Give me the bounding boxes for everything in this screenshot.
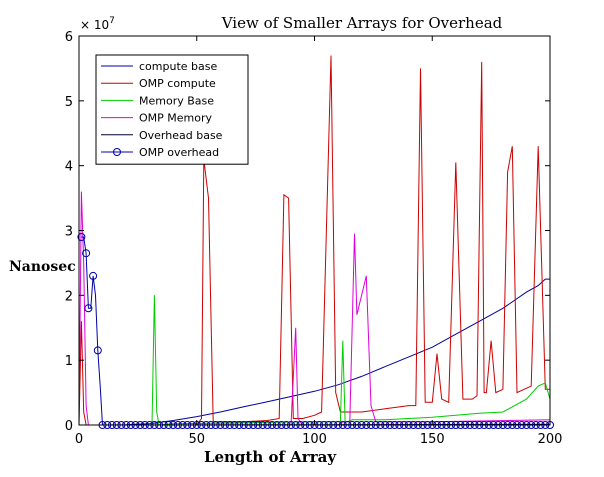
legend-marker bbox=[113, 148, 121, 156]
series-line-memory-base bbox=[79, 295, 551, 426]
y-tick-label: 1 bbox=[65, 354, 73, 369]
x-tick-label: 200 bbox=[538, 432, 563, 447]
y-multiplier-base: × 10 bbox=[80, 18, 109, 32]
series-omp-overhead bbox=[77, 233, 554, 429]
legend-label: OMP compute bbox=[139, 77, 216, 90]
x-tick-label: 50 bbox=[188, 432, 205, 447]
legend-entry-omp-overhead: OMP overhead bbox=[101, 146, 219, 159]
y-tick-label: 6 bbox=[65, 30, 73, 45]
y-multiplier-exponent: 7 bbox=[109, 16, 115, 26]
data-point-marker bbox=[93, 346, 102, 355]
legend-label: Memory Base bbox=[139, 94, 214, 107]
legend-entry-memory-base: Memory Base bbox=[101, 94, 214, 107]
series-line-compute-base bbox=[79, 278, 550, 426]
y-tick-label: 4 bbox=[65, 160, 73, 175]
legend-label: OMP overhead bbox=[139, 146, 219, 159]
legend: compute base OMP compute Memory Base OMP Me… bbox=[95, 54, 249, 165]
y-tick-label: 5 bbox=[65, 95, 73, 110]
series-omp-compute bbox=[78, 55, 550, 426]
data-point-marker bbox=[84, 304, 93, 313]
x-tick-label: 0 bbox=[75, 432, 83, 447]
series-compute-base bbox=[79, 278, 550, 426]
legend-entry-omp-compute: OMP compute bbox=[101, 77, 216, 90]
y-axis-label: Nanosec bbox=[9, 259, 76, 275]
x-tick-label: 100 bbox=[302, 432, 327, 447]
legend-entry-overhead-base: Overhead base bbox=[101, 129, 223, 142]
x-tick-label: 150 bbox=[420, 432, 445, 447]
legend-box bbox=[95, 54, 249, 165]
series-line-omp-overhead bbox=[81, 236, 550, 426]
axes-layer: 0 50 100 150 200 0 1 2 3 4 5 6 bbox=[65, 30, 563, 447]
x-axis-label: Length of Array bbox=[204, 448, 337, 466]
y-tick-label: 3 bbox=[65, 225, 73, 240]
chart-title: View of Smaller Arrays for Overhead bbox=[221, 14, 503, 32]
legend-label: compute base bbox=[139, 60, 217, 73]
data-point-marker bbox=[82, 249, 91, 258]
y-tick-label: 0 bbox=[65, 419, 73, 434]
y-tick-label: 2 bbox=[65, 289, 73, 304]
series-memory-base bbox=[79, 295, 551, 426]
legend-entry-omp-memory: OMP Memory bbox=[101, 112, 213, 125]
y-multiplier: × 107 bbox=[80, 16, 115, 32]
legend-label: Overhead base bbox=[139, 129, 223, 142]
legend-label: OMP Memory bbox=[139, 112, 213, 125]
series-line-omp-compute bbox=[78, 55, 550, 426]
legend-entry-compute-base: compute base bbox=[101, 60, 217, 73]
data-point-marker bbox=[89, 271, 98, 280]
data-point-marker bbox=[77, 233, 86, 241]
